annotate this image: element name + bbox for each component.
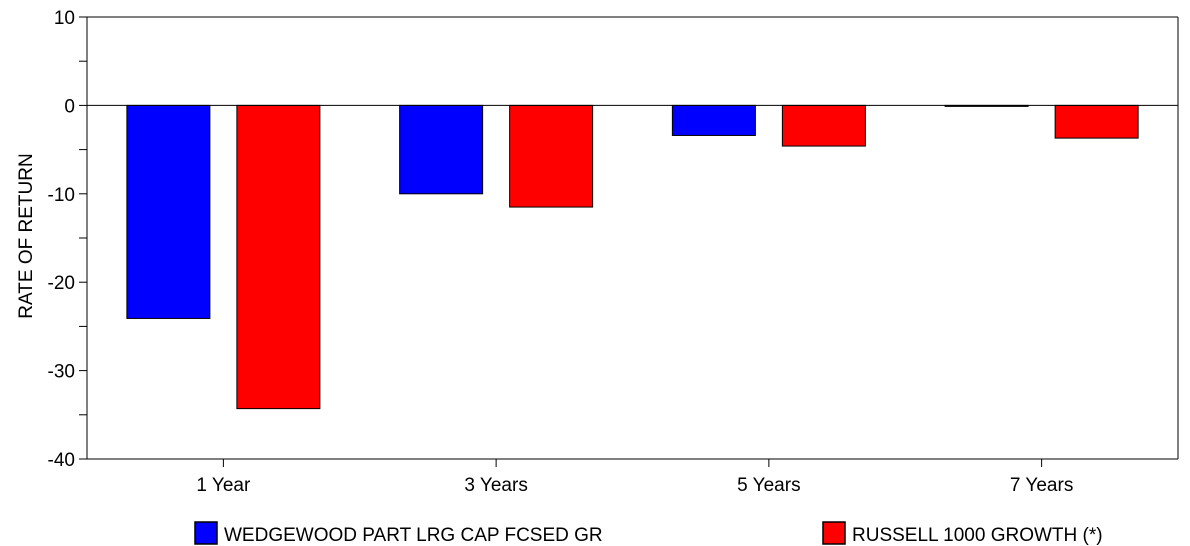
y-tick-label: -40	[48, 450, 75, 471]
y-tick-label: -10	[48, 185, 75, 206]
y-tick-label: 10	[54, 8, 75, 29]
y-axis: 10 0 -10 -20 -30 -40	[48, 8, 87, 471]
legend-label: RUSSELL 1000 GROWTH (*)	[852, 525, 1103, 546]
bar-fund-3	[671, 104, 756, 136]
x-tick-label: 3 Years	[464, 475, 527, 496]
y-axis-label: RATE OF RETURN	[16, 153, 37, 318]
bar-benchmark-4	[1054, 104, 1139, 139]
x-tick-label: 1 Year	[196, 475, 251, 496]
x-axis: 1 Year 3 Years 5 Years 7 Years	[196, 459, 1073, 496]
x-tick-label: 5 Years	[737, 475, 800, 496]
legend-label: WEDGEWOOD PART LRG CAP FCSED GR	[224, 525, 603, 546]
legend: WEDGEWOOD PART LRG CAP FCSED GR RUSSELL 1…	[194, 521, 1103, 546]
bar-benchmark-2	[509, 104, 594, 208]
bar-benchmark-3	[781, 104, 866, 147]
y-tick-label: -20	[48, 273, 75, 294]
bar-fund-1	[126, 104, 211, 319]
x-tick-label: 7 Years	[1010, 475, 1073, 496]
y-tick-label: -30	[48, 362, 75, 383]
bar-benchmark-1	[236, 104, 321, 410]
legend-swatch	[822, 521, 846, 545]
legend-swatch	[194, 521, 218, 545]
y-tick-label: 0	[64, 96, 75, 117]
bar-fund-2	[399, 104, 484, 195]
bars	[126, 104, 1139, 410]
